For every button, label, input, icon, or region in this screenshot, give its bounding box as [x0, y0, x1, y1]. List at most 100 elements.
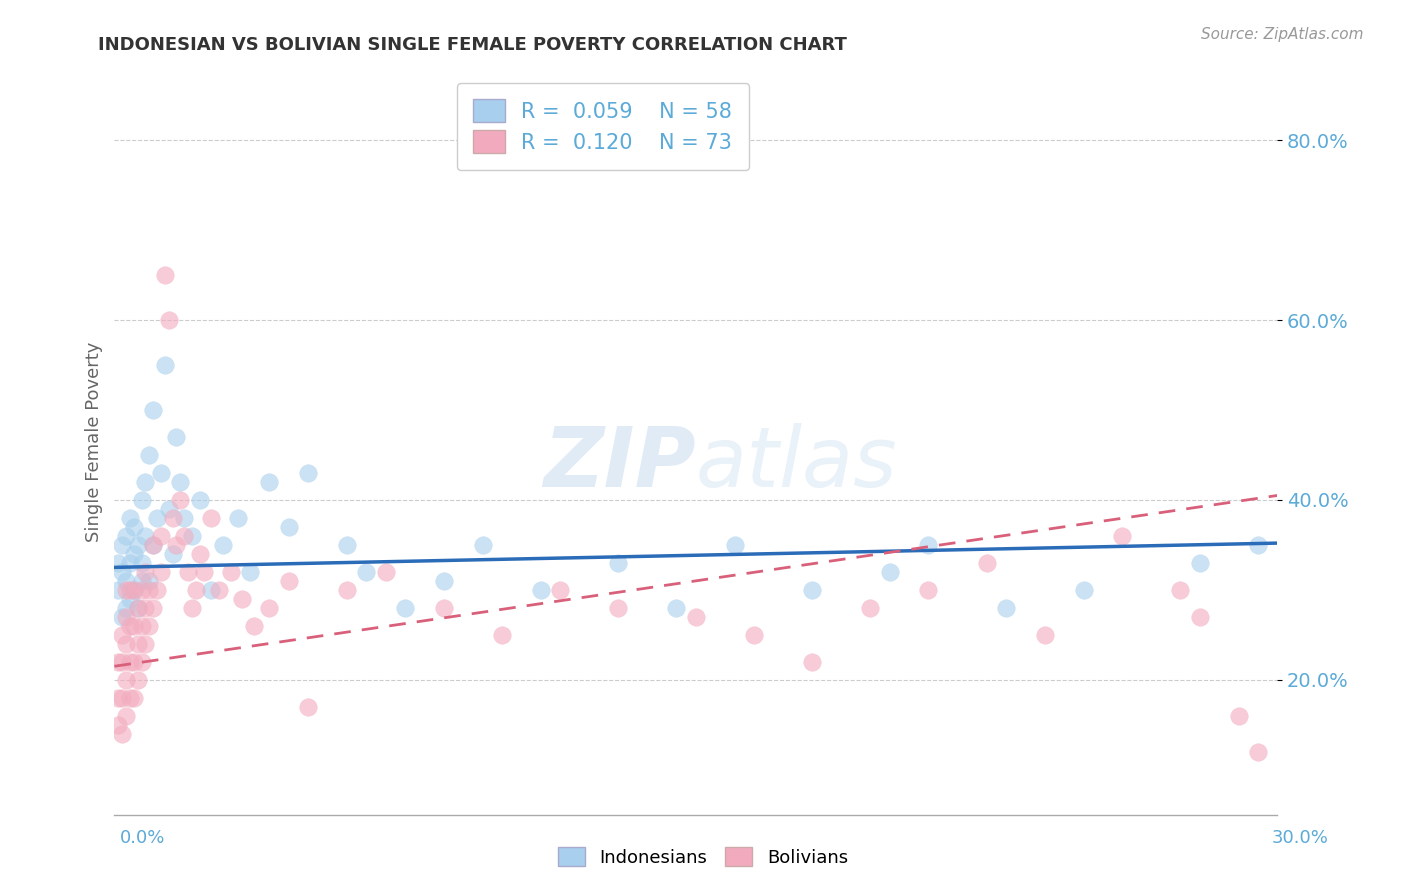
- Text: Source: ZipAtlas.com: Source: ZipAtlas.com: [1201, 27, 1364, 42]
- Point: [138, 448, 160, 462]
- Point: [122, 582, 145, 597]
- Point: [277, 574, 299, 588]
- Point: [118, 655, 141, 669]
- Point: [277, 520, 299, 534]
- Point: [356, 565, 378, 579]
- Point: [107, 717, 129, 731]
- Point: [685, 609, 707, 624]
- Point: [115, 609, 138, 624]
- Point: [115, 574, 138, 588]
- Point: [228, 511, 250, 525]
- Point: [127, 673, 149, 687]
- Point: [336, 538, 359, 552]
- Point: [107, 582, 129, 597]
- Point: [259, 600, 281, 615]
- Text: atlas: atlas: [696, 424, 897, 504]
- Point: [607, 556, 630, 570]
- Point: [115, 708, 138, 723]
- Point: [149, 529, 172, 543]
- Point: [336, 582, 359, 597]
- Point: [134, 565, 156, 579]
- Point: [879, 565, 901, 579]
- Point: [127, 600, 149, 615]
- Point: [173, 511, 195, 525]
- Point: [188, 547, 211, 561]
- Point: [118, 591, 141, 606]
- Point: [433, 600, 456, 615]
- Point: [118, 556, 141, 570]
- Point: [724, 538, 747, 552]
- Point: [801, 655, 824, 669]
- Point: [122, 690, 145, 705]
- Point: [200, 511, 222, 525]
- Point: [208, 582, 231, 597]
- Point: [742, 628, 765, 642]
- Point: [131, 556, 153, 570]
- Legend: R =  0.059    N = 58, R =  0.120    N = 73: R = 0.059 N = 58, R = 0.120 N = 73: [457, 83, 749, 169]
- Point: [111, 726, 134, 740]
- Point: [165, 430, 187, 444]
- Point: [142, 600, 165, 615]
- Point: [200, 582, 222, 597]
- Point: [127, 538, 149, 552]
- Point: [976, 556, 998, 570]
- Point: [138, 619, 160, 633]
- Point: [107, 690, 129, 705]
- Point: [548, 582, 571, 597]
- Point: [131, 655, 153, 669]
- Point: [146, 582, 169, 597]
- Point: [917, 582, 939, 597]
- Point: [134, 475, 156, 489]
- Point: [115, 582, 138, 597]
- Point: [149, 565, 172, 579]
- Point: [243, 619, 266, 633]
- Point: [122, 582, 145, 597]
- Point: [118, 511, 141, 525]
- Point: [433, 574, 456, 588]
- Point: [1073, 582, 1095, 597]
- Point: [115, 673, 138, 687]
- Point: [1247, 538, 1270, 552]
- Point: [131, 492, 153, 507]
- Point: [111, 565, 134, 579]
- Point: [169, 475, 191, 489]
- Point: [995, 600, 1018, 615]
- Point: [134, 600, 156, 615]
- Point: [297, 699, 319, 714]
- Point: [162, 511, 184, 525]
- Point: [212, 538, 235, 552]
- Text: INDONESIAN VS BOLIVIAN SINGLE FEMALE POVERTY CORRELATION CHART: INDONESIAN VS BOLIVIAN SINGLE FEMALE POV…: [98, 36, 848, 54]
- Point: [138, 582, 160, 597]
- Point: [127, 637, 149, 651]
- Point: [1111, 529, 1133, 543]
- Point: [115, 600, 138, 615]
- Point: [491, 628, 513, 642]
- Point: [374, 565, 396, 579]
- Point: [259, 475, 281, 489]
- Point: [181, 600, 204, 615]
- Point: [219, 565, 242, 579]
- Point: [169, 492, 191, 507]
- Point: [131, 574, 153, 588]
- Point: [184, 582, 207, 597]
- Point: [471, 538, 494, 552]
- Point: [122, 655, 145, 669]
- Point: [173, 529, 195, 543]
- Point: [122, 520, 145, 534]
- Point: [801, 582, 824, 597]
- Point: [138, 574, 160, 588]
- Point: [1033, 628, 1056, 642]
- Point: [162, 547, 184, 561]
- Point: [122, 619, 145, 633]
- Point: [917, 538, 939, 552]
- Point: [118, 690, 141, 705]
- Point: [297, 466, 319, 480]
- Text: 30.0%: 30.0%: [1272, 829, 1329, 847]
- Point: [1188, 556, 1211, 570]
- Point: [859, 600, 882, 615]
- Point: [107, 556, 129, 570]
- Text: ZIP: ZIP: [543, 424, 696, 504]
- Point: [127, 600, 149, 615]
- Point: [118, 582, 141, 597]
- Point: [142, 538, 165, 552]
